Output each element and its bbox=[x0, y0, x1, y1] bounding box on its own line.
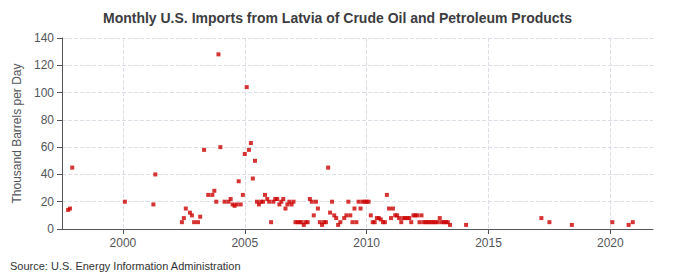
svg-text:Monthly U.S. Imports from Latv: Monthly U.S. Imports from Latvia of Crud… bbox=[103, 10, 572, 26]
svg-text:2010: 2010 bbox=[353, 236, 380, 250]
svg-text:40: 40 bbox=[41, 167, 55, 181]
svg-text:2000: 2000 bbox=[110, 236, 137, 250]
svg-text:2020: 2020 bbox=[597, 236, 624, 250]
svg-text:120: 120 bbox=[34, 58, 54, 72]
svg-text:60: 60 bbox=[41, 140, 55, 154]
svg-text:2005: 2005 bbox=[231, 236, 258, 250]
svg-text:100: 100 bbox=[34, 86, 54, 100]
svg-text:20: 20 bbox=[41, 195, 55, 209]
svg-text:80: 80 bbox=[41, 113, 55, 127]
svg-text:0: 0 bbox=[47, 222, 54, 236]
svg-text:Thousand Barrels per Day: Thousand Barrels per Day bbox=[10, 63, 24, 203]
svg-text:Source: U.S. Energy Informatio: Source: U.S. Energy Information Administ… bbox=[10, 260, 241, 272]
svg-text:2015: 2015 bbox=[475, 236, 502, 250]
svg-text:140: 140 bbox=[34, 31, 54, 45]
